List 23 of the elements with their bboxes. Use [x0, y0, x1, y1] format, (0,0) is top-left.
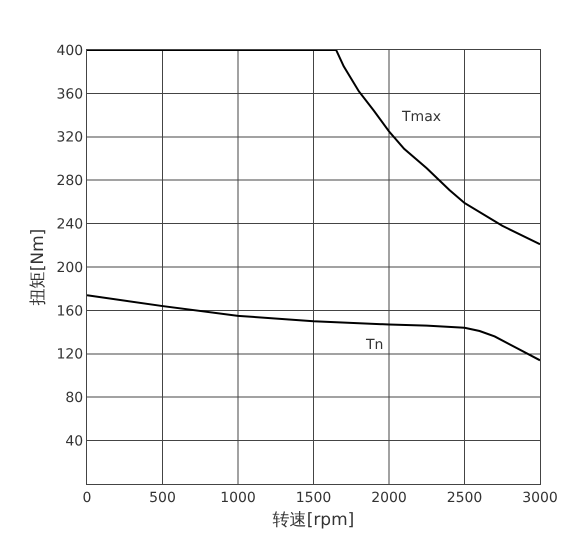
x-tick-label: 1500 — [296, 490, 332, 506]
y-tick-label: 280 — [56, 173, 84, 190]
line-series — [87, 294, 540, 362]
y-tick-label: 120 — [56, 346, 84, 363]
x-tick-label: 3000 — [522, 490, 558, 506]
x-axis-title: 转速[rpm] — [272, 510, 354, 530]
line-series — [87, 50, 540, 246]
y-tick-label: 360 — [56, 86, 84, 102]
y-tick-label: 320 — [56, 130, 84, 146]
x-tick-label: 2000 — [371, 490, 407, 506]
y-tick-label: 160 — [56, 303, 84, 320]
y-tick-label: 40 — [65, 434, 84, 450]
x-tick-label: 500 — [149, 490, 176, 506]
x-tick-label: 2500 — [446, 490, 482, 506]
series-label: Tn — [365, 337, 384, 353]
y-axis-title: 扭矩[Nm] — [28, 228, 48, 306]
series-label: Tmax — [401, 109, 442, 125]
y-tick-label: 400 — [56, 42, 84, 59]
y-tick-label: 80 — [65, 390, 84, 406]
y-tick-label: 240 — [56, 216, 84, 232]
x-tick-label: 0 — [82, 490, 92, 506]
x-tick-label: 1000 — [220, 490, 256, 506]
y-tick-label: 200 — [56, 260, 84, 276]
